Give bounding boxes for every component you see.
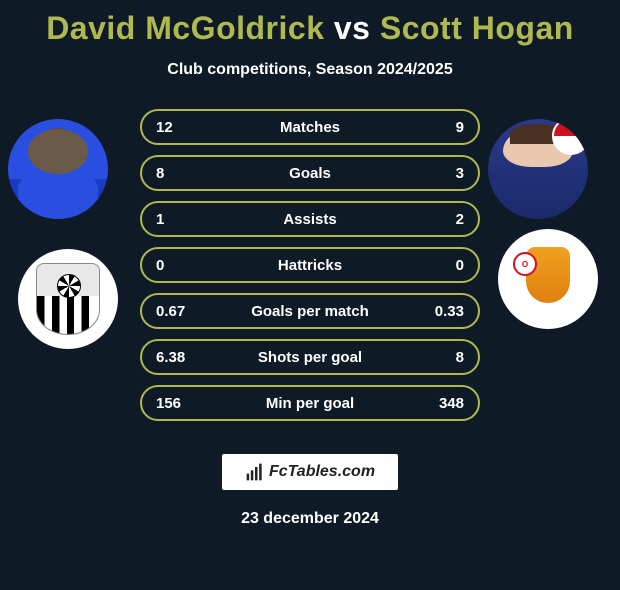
stat-label: Hattricks [216, 257, 404, 274]
stat-label: Assists [216, 211, 404, 228]
mk-dons-icon: O [513, 240, 583, 318]
league-badge-icon [552, 119, 588, 155]
player1-club-crest [18, 249, 118, 349]
stat-left-value: 8 [156, 165, 216, 182]
stat-row: 1Assists2 [140, 201, 480, 237]
vs-separator: vs [334, 10, 371, 46]
stat-row: 156Min per goal348 [140, 385, 480, 421]
stat-right-value: 0.33 [404, 303, 464, 320]
snapshot-date: 23 december 2024 [0, 510, 620, 528]
stat-left-value: 12 [156, 119, 216, 136]
player1-photo [8, 119, 108, 219]
stat-right-value: 2 [404, 211, 464, 228]
chart-bars-icon [245, 462, 265, 482]
stat-row: 0.67Goals per match0.33 [140, 293, 480, 329]
stat-label: Matches [216, 119, 404, 136]
stats-area: O 12Matches98Goals31Assists20Hattricks00… [0, 109, 620, 439]
stat-label: Shots per goal [216, 349, 404, 366]
fctables-logo: FcTables.com [222, 454, 398, 490]
stat-row: 12Matches9 [140, 109, 480, 145]
stat-left-value: 0.67 [156, 303, 216, 320]
stat-right-value: 0 [404, 257, 464, 274]
stat-left-value: 156 [156, 395, 216, 412]
stat-rows: 12Matches98Goals31Assists20Hattricks00.6… [140, 109, 480, 431]
player1-name: David McGoldrick [46, 10, 324, 46]
stat-right-value: 3 [404, 165, 464, 182]
stat-right-value: 348 [404, 395, 464, 412]
stat-label: Goals per match [216, 303, 404, 320]
comparison-title: David McGoldrick vs Scott Hogan [0, 10, 620, 47]
notts-county-icon [36, 263, 100, 335]
player2-club-crest: O [498, 229, 598, 329]
stat-row: 0Hattricks0 [140, 247, 480, 283]
stat-right-value: 8 [404, 349, 464, 366]
fctables-text: FcTables.com [269, 463, 375, 481]
player2-name: Scott Hogan [380, 10, 574, 46]
stat-left-value: 0 [156, 257, 216, 274]
player2-photo [488, 119, 588, 219]
subtitle: Club competitions, Season 2024/2025 [0, 61, 620, 79]
stat-label: Goals [216, 165, 404, 182]
stat-right-value: 9 [404, 119, 464, 136]
stat-left-value: 1 [156, 211, 216, 228]
stat-row: 8Goals3 [140, 155, 480, 191]
stat-left-value: 6.38 [156, 349, 216, 366]
stat-label: Min per goal [216, 395, 404, 412]
stat-row: 6.38Shots per goal8 [140, 339, 480, 375]
